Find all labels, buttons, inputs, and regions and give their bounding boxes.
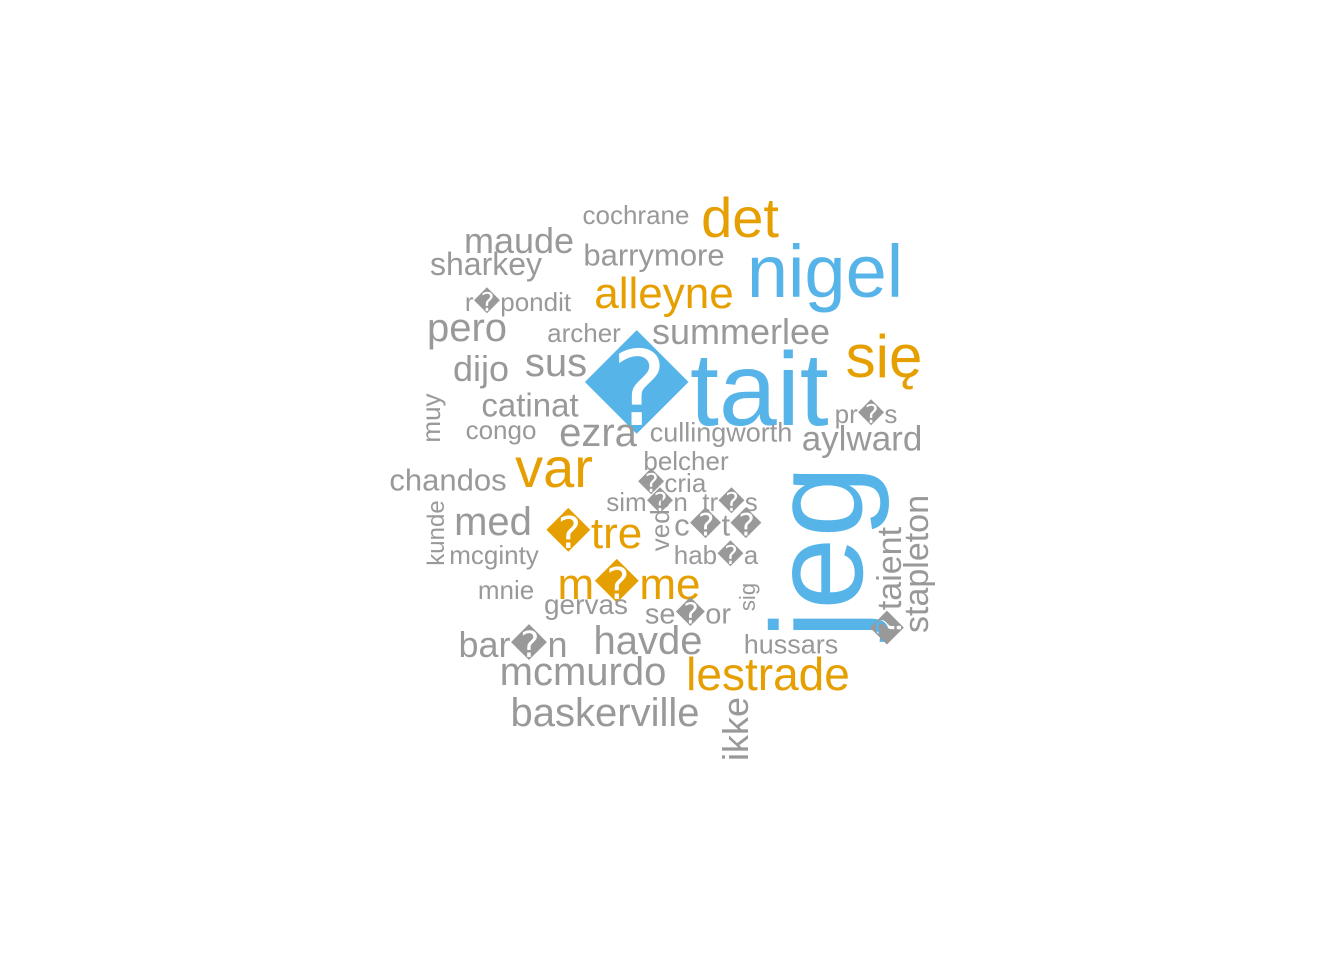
word-cloud-word: stapleton bbox=[898, 495, 936, 633]
word-cloud-word: r�pondit bbox=[464, 287, 572, 317]
word-cloud-word: med bbox=[454, 500, 532, 544]
word-cloud-word: hussars bbox=[743, 629, 839, 660]
word-cloud-word: lestrade bbox=[686, 648, 850, 700]
word-cloud-word: sus bbox=[524, 341, 588, 385]
word-cloud-word: var bbox=[515, 436, 593, 499]
word-cloud-word: ezra bbox=[559, 411, 637, 455]
word-cloud-word: �tait bbox=[583, 332, 829, 448]
word-cloud-word: vede bbox=[645, 494, 675, 552]
word-cloud-word: det bbox=[701, 186, 779, 249]
word-cloud-word: gervas bbox=[543, 589, 629, 620]
word-cloud-word: c�t� bbox=[674, 507, 762, 543]
word-cloud-word: sig bbox=[735, 582, 760, 612]
word-cloud-word: pr�s bbox=[834, 399, 898, 429]
word-cloud-word: nigel bbox=[746, 230, 904, 313]
word-cloud-word: sharkey bbox=[429, 246, 543, 282]
word-cloud-word: cullingworth bbox=[649, 417, 793, 448]
word-cloud-word: belcher bbox=[643, 446, 729, 476]
word-cloud-word: hab�a bbox=[673, 540, 759, 570]
word-cloud-word: se�or bbox=[644, 598, 732, 631]
word-cloud-word: chandos bbox=[389, 462, 507, 498]
word-cloud-word: tr�s bbox=[702, 487, 758, 517]
word-cloud-word: maude bbox=[463, 220, 575, 261]
word-cloud-word: muy bbox=[416, 393, 446, 443]
word-cloud-word: summerlee bbox=[651, 311, 831, 352]
word-cloud-word: bar�n bbox=[458, 624, 568, 665]
word-cloud-word: się bbox=[845, 323, 923, 390]
word-cloud-word: baskerville bbox=[510, 691, 700, 735]
word-cloud-word: barrymore bbox=[583, 237, 725, 273]
word-cloud-word: cochrane bbox=[582, 200, 690, 230]
word-cloud-word: alleyne bbox=[594, 269, 734, 318]
word-cloud-word: archer bbox=[547, 318, 621, 348]
word-cloud-word: pero bbox=[426, 306, 508, 350]
word-cloud-word: mnie bbox=[477, 575, 535, 605]
word-cloud-word: mcginty bbox=[449, 540, 539, 570]
word-cloud-word: �tre bbox=[545, 509, 643, 558]
word-cloud-word: aylward bbox=[801, 419, 923, 459]
word-cloud-word: �cria bbox=[637, 468, 707, 498]
word-cloud-word: kunde bbox=[423, 500, 450, 566]
word-cloud-word: ikke bbox=[715, 696, 756, 762]
word-cloud-word: dijo bbox=[452, 348, 510, 389]
word-cloud-word: mcmurdo bbox=[499, 650, 667, 694]
word-cloud-word: catinat bbox=[481, 386, 579, 424]
word-cloud-word: jeg bbox=[744, 465, 890, 639]
word-cloud-word: m�me bbox=[557, 560, 701, 609]
word-cloud-word: havde bbox=[593, 619, 703, 663]
word-cloud-word: sim�n bbox=[606, 487, 688, 517]
word-cloud-word: congo bbox=[465, 415, 537, 445]
